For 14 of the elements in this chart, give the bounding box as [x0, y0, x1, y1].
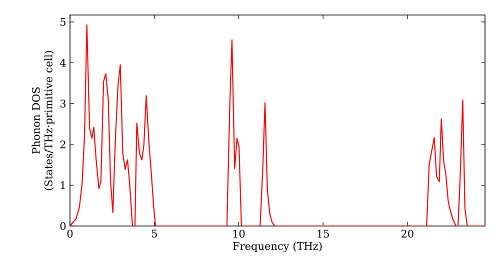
x-tick-label: 15	[318, 230, 329, 238]
x-tick-label: 5	[152, 230, 157, 238]
x-tick-label: 0	[67, 230, 73, 238]
line-series	[70, 24, 486, 226]
y-axis-title: Phonon DOS (States/THz·primitive cell)	[32, 50, 54, 190]
x-tick-label: 20	[401, 230, 414, 238]
y-tick-label: 2	[60, 140, 66, 148]
y-tick-label: 5	[60, 18, 66, 26]
x-tick-label: 10	[233, 230, 245, 238]
y-tick-label: 4	[60, 58, 66, 67]
x-axis-title: Frequency (THz)	[233, 242, 322, 252]
y-tick-label: 3	[60, 100, 66, 108]
y-tick-label: 0	[60, 222, 66, 230]
y-tick-label: 1	[60, 181, 65, 190]
